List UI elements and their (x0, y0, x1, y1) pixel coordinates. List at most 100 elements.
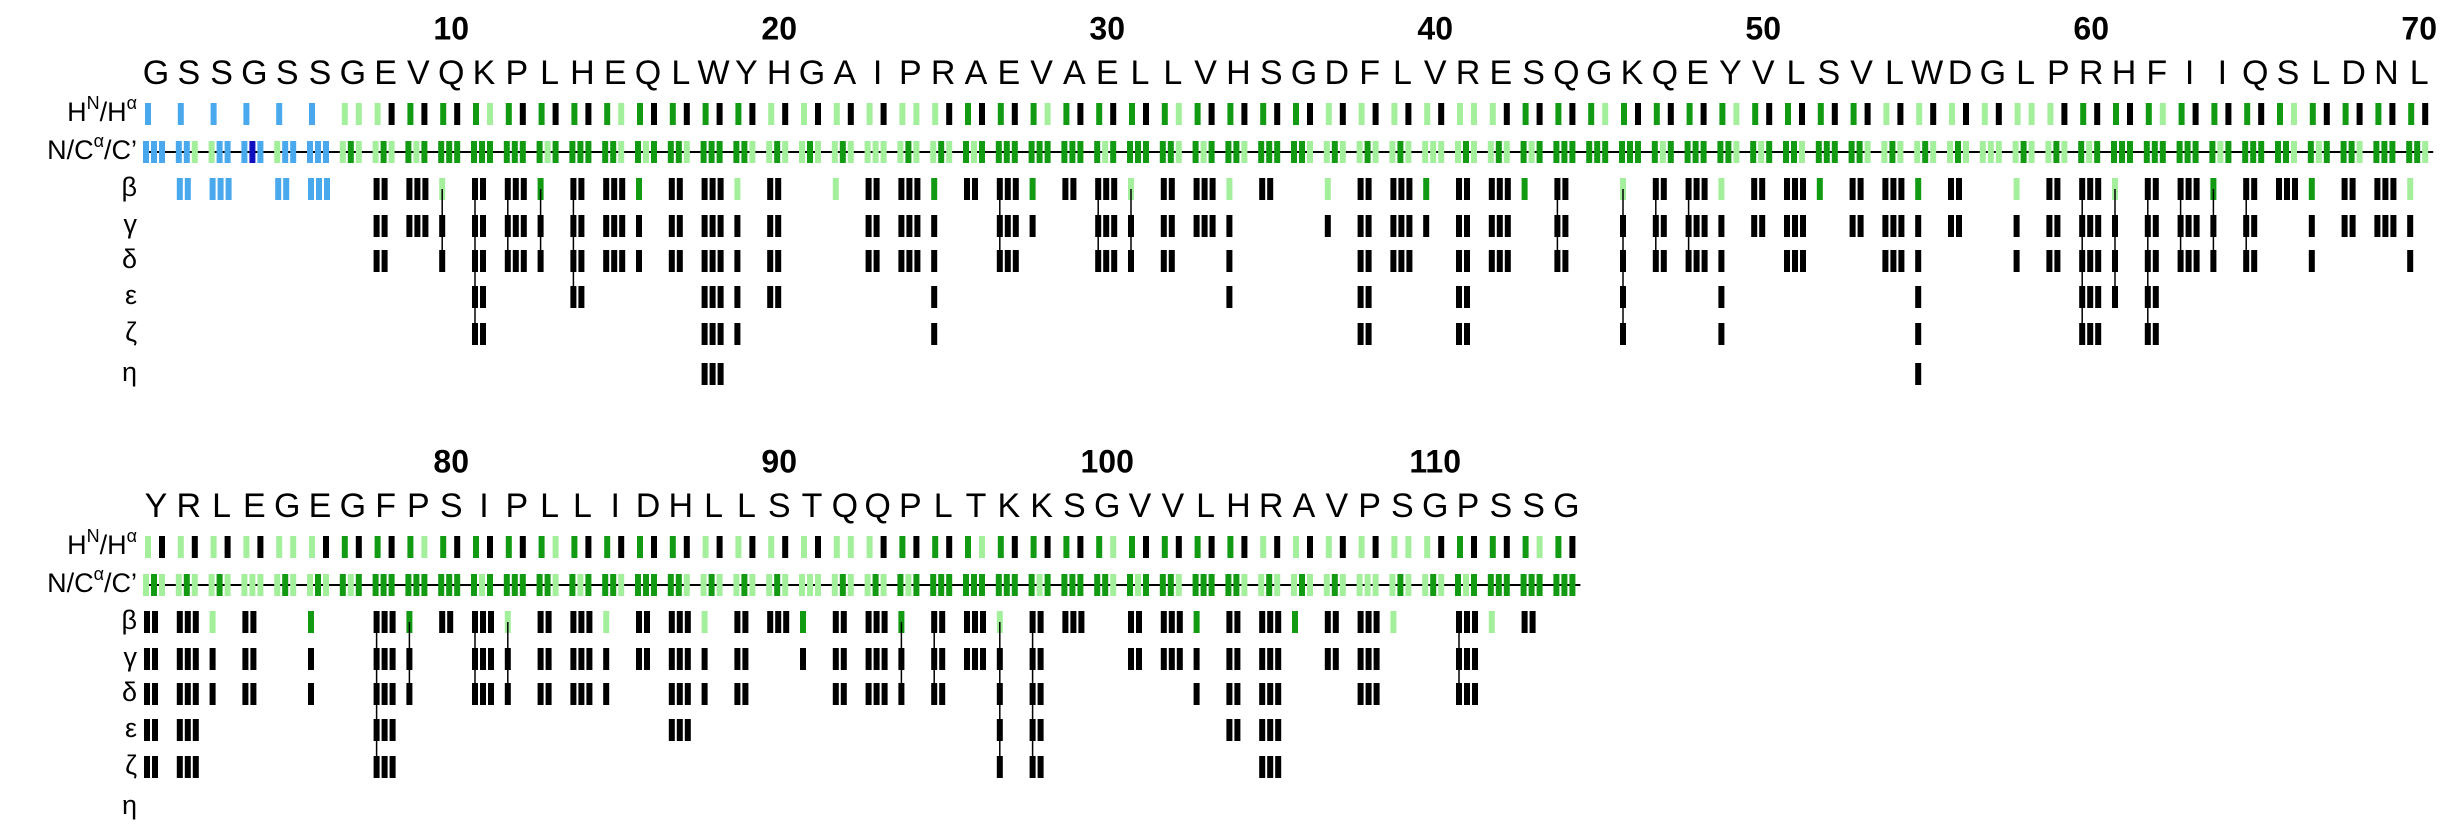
residue-letter: P (899, 54, 922, 92)
assignment-bar (388, 536, 395, 558)
assignment-bar (381, 719, 388, 741)
assignment-bar (2291, 103, 2297, 125)
assignment-bar (1274, 141, 1281, 163)
assignment-bar (1275, 611, 1282, 633)
assignment-bar (603, 250, 610, 272)
assignment-bar (775, 286, 782, 308)
assignment-bar (667, 141, 674, 163)
assignment-bar (241, 141, 248, 163)
assignment-bar (1110, 574, 1117, 596)
assignment-bar (1012, 178, 1019, 200)
assignment-bar (1339, 574, 1346, 596)
assignment-bar (1325, 536, 1332, 558)
row-label: N/Cα/C’ (47, 564, 137, 598)
assignment-bar (216, 141, 223, 163)
residue-letter: H (767, 54, 792, 92)
assignment-bar (209, 683, 216, 705)
residue-letter: T (966, 487, 987, 525)
assignment-bar (480, 323, 486, 345)
row-label: β (121, 605, 137, 635)
assignment-bar (2251, 250, 2258, 272)
assignment-bar (1898, 250, 1905, 272)
assignment-bar (1128, 648, 1134, 670)
assignment-bar (1226, 611, 1233, 633)
assignment-bar (577, 141, 584, 163)
assignment-bar (512, 215, 519, 237)
assignment-bar (965, 536, 971, 558)
assignment-bar (176, 178, 183, 200)
assignment-bar (2374, 178, 2381, 200)
assignment-bar (931, 178, 938, 200)
assignment-bar (407, 103, 414, 125)
assignment-bar (683, 141, 690, 163)
assignment-bar (421, 141, 428, 163)
assignment-bar (1324, 648, 1331, 670)
assignment-bar (701, 363, 708, 385)
assignment-bar (799, 574, 805, 596)
assignment-bar (701, 286, 708, 308)
assignment-bar (1061, 574, 1068, 596)
assignment-bar (832, 178, 839, 200)
assignment-bar (1684, 141, 1691, 163)
assignment-bar (735, 103, 742, 125)
assignment-bar (1799, 141, 1805, 163)
assignment-bar (184, 611, 191, 633)
residue-letter: S (309, 54, 332, 92)
assignment-bar (2176, 141, 2183, 163)
assignment-bar (610, 574, 617, 596)
assignment-bar (768, 103, 775, 125)
assignment-bar (1667, 103, 1674, 125)
residue-letter: D (1948, 54, 1973, 92)
assignment-bar (323, 536, 329, 558)
assignment-bar (209, 611, 216, 633)
assignment-bar (651, 536, 657, 558)
assignment-bar (700, 574, 707, 596)
residue-letter: L (2016, 54, 2035, 92)
assignment-bar (406, 215, 413, 237)
assignment-bar (2373, 141, 2380, 163)
assignment-bar (1332, 648, 1339, 670)
assignment-bar (2275, 141, 2281, 163)
assignment-bar (1200, 574, 1207, 596)
assignment-bar (480, 286, 486, 308)
assignment-bar (209, 648, 216, 670)
assignment-bar (1504, 178, 1511, 200)
assignment-bar (2374, 215, 2381, 237)
assignment-bar (2348, 141, 2355, 163)
assignment-bar (1029, 215, 1036, 237)
assignment-bar (1077, 141, 1084, 163)
assignment-bar (1831, 103, 1838, 125)
assignment-bar (1463, 574, 1469, 596)
residue-letter: V (1129, 487, 1152, 525)
assignment-bar (355, 574, 362, 596)
assignment-bar (578, 286, 585, 308)
assignment-bar (708, 574, 715, 596)
assignment-bar (1103, 215, 1110, 237)
assignment-bar (702, 103, 709, 125)
assignment-bar (1898, 215, 1905, 237)
assignment-bar (519, 536, 526, 558)
assignment-bar (421, 103, 428, 125)
assignment-bar (931, 250, 938, 272)
assignment-bar (2390, 178, 2397, 200)
assignment-bar (308, 648, 314, 670)
row-label-part: N (87, 526, 100, 546)
assignment-bar (602, 141, 609, 163)
assignment-bar (1496, 215, 1503, 237)
assignment-bar (865, 215, 872, 237)
assignment-bar (1168, 178, 1175, 200)
assignment-bar (2013, 215, 2020, 237)
assignment-bar (1948, 178, 1954, 200)
assignment-bar (667, 574, 674, 596)
assignment-bar (536, 141, 543, 163)
assignment-bar (479, 574, 485, 596)
assignment-bar (537, 683, 544, 705)
assignment-bar (1339, 536, 1346, 558)
assignment-bar (717, 286, 724, 308)
assignment-bar (1357, 250, 1364, 272)
assignment-bar (2012, 141, 2019, 163)
assignment-bar (1036, 574, 1043, 596)
assignment-bar (1037, 683, 1044, 705)
assignment-bar (374, 103, 381, 125)
assignment-bar (1111, 250, 1118, 272)
